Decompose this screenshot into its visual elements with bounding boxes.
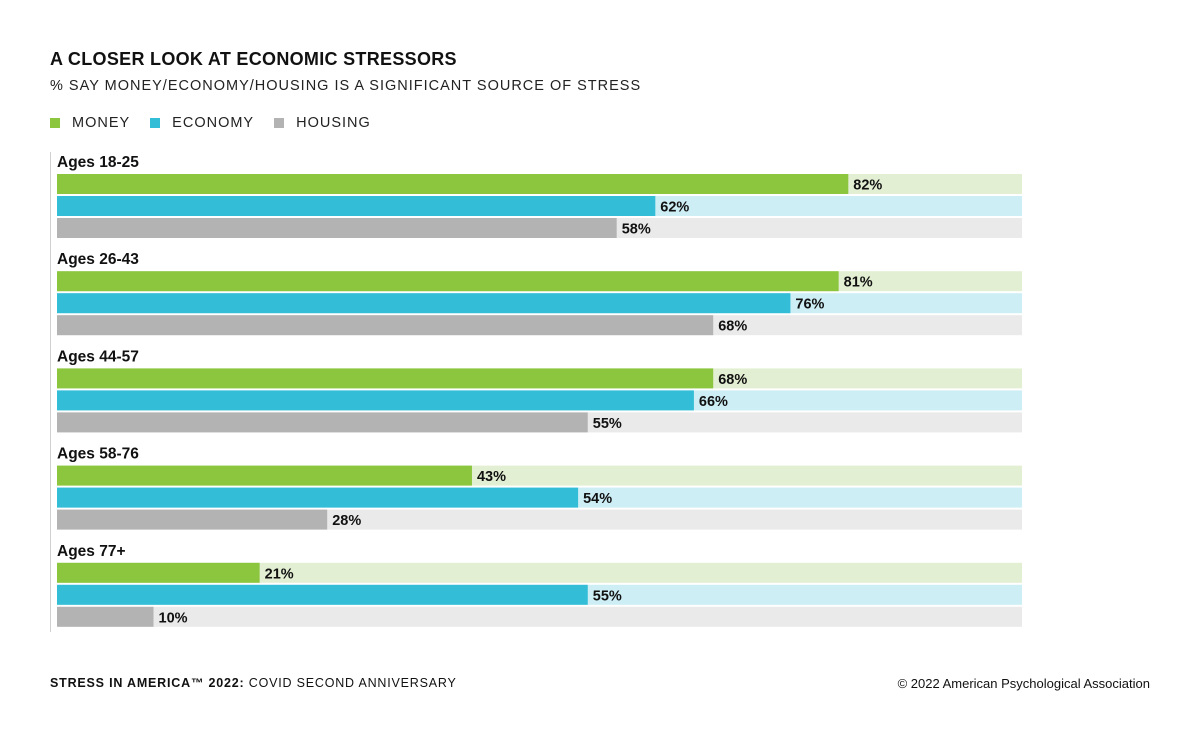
bar-economy xyxy=(57,487,579,508)
legend-swatch-economy xyxy=(150,118,161,128)
data-label-money: 81% xyxy=(844,275,873,291)
bar-housing xyxy=(57,509,328,530)
legend: MONEY ECONOMY HOUSING xyxy=(50,115,391,131)
data-label-economy: 55% xyxy=(593,588,622,604)
category-label: Ages 26-43 xyxy=(57,251,139,268)
bar-housing xyxy=(57,218,617,238)
data-label-money: 21% xyxy=(265,566,294,582)
data-label-housing: 68% xyxy=(718,319,747,335)
category-label: Ages 58-76 xyxy=(57,446,139,463)
legend-swatch-money xyxy=(50,118,60,128)
chart-title: A CLOSER LOOK AT ECONOMIC STRESSORS xyxy=(50,49,457,69)
legend-label-economy: ECONOMY xyxy=(172,115,255,131)
bar-housing xyxy=(57,606,154,627)
bar-track-housing xyxy=(57,606,1022,627)
legend-swatch-housing xyxy=(274,118,285,128)
data-label-money: 68% xyxy=(718,372,747,388)
legend-label-money: MONEY xyxy=(72,115,131,131)
bar-economy xyxy=(57,390,694,411)
footer-source-rest: COVID SECOND ANNIVERSARY xyxy=(244,676,457,690)
bar-money xyxy=(57,174,849,194)
data-label-housing: 10% xyxy=(159,610,188,626)
chart-subtitle: % SAY MONEY/ECONOMY/HOUSING IS A SIGNIFI… xyxy=(50,78,642,94)
legend-label-housing: HOUSING xyxy=(296,115,371,131)
bar-money xyxy=(57,465,472,486)
footer-copyright: © 2022 American Psychological Associatio… xyxy=(897,676,1150,691)
data-label-money: 82% xyxy=(853,178,882,194)
data-label-economy: 54% xyxy=(583,491,612,507)
data-label-economy: 66% xyxy=(699,394,728,410)
data-label-money: 43% xyxy=(477,469,506,485)
data-label-housing: 58% xyxy=(622,222,651,238)
data-label-housing: 55% xyxy=(593,416,622,432)
category-label: Ages 18-25 xyxy=(57,154,139,171)
bar-money xyxy=(57,271,839,292)
bar-economy xyxy=(57,196,656,216)
legend-item-housing: HOUSING xyxy=(274,115,371,131)
legend-item-money: MONEY xyxy=(50,115,130,131)
category-label: Ages 77+ xyxy=(57,543,126,560)
footer-source: STRESS IN AMERICA™ 2022: COVID SECOND AN… xyxy=(50,676,457,690)
footer-source-bold: STRESS IN AMERICA™ 2022: xyxy=(50,676,245,690)
bar-housing xyxy=(57,315,714,336)
bar-track-money xyxy=(57,562,1022,583)
bar-economy xyxy=(57,584,588,605)
data-label-economy: 62% xyxy=(660,200,689,216)
category-label: Ages 44-57 xyxy=(57,348,139,365)
bar-housing xyxy=(57,412,588,433)
data-label-economy: 76% xyxy=(795,297,824,313)
data-label-housing: 28% xyxy=(332,513,361,529)
bar-money xyxy=(57,368,714,389)
bar-money xyxy=(57,562,260,583)
bar-economy xyxy=(57,293,791,314)
legend-item-economy: ECONOMY xyxy=(150,115,254,131)
